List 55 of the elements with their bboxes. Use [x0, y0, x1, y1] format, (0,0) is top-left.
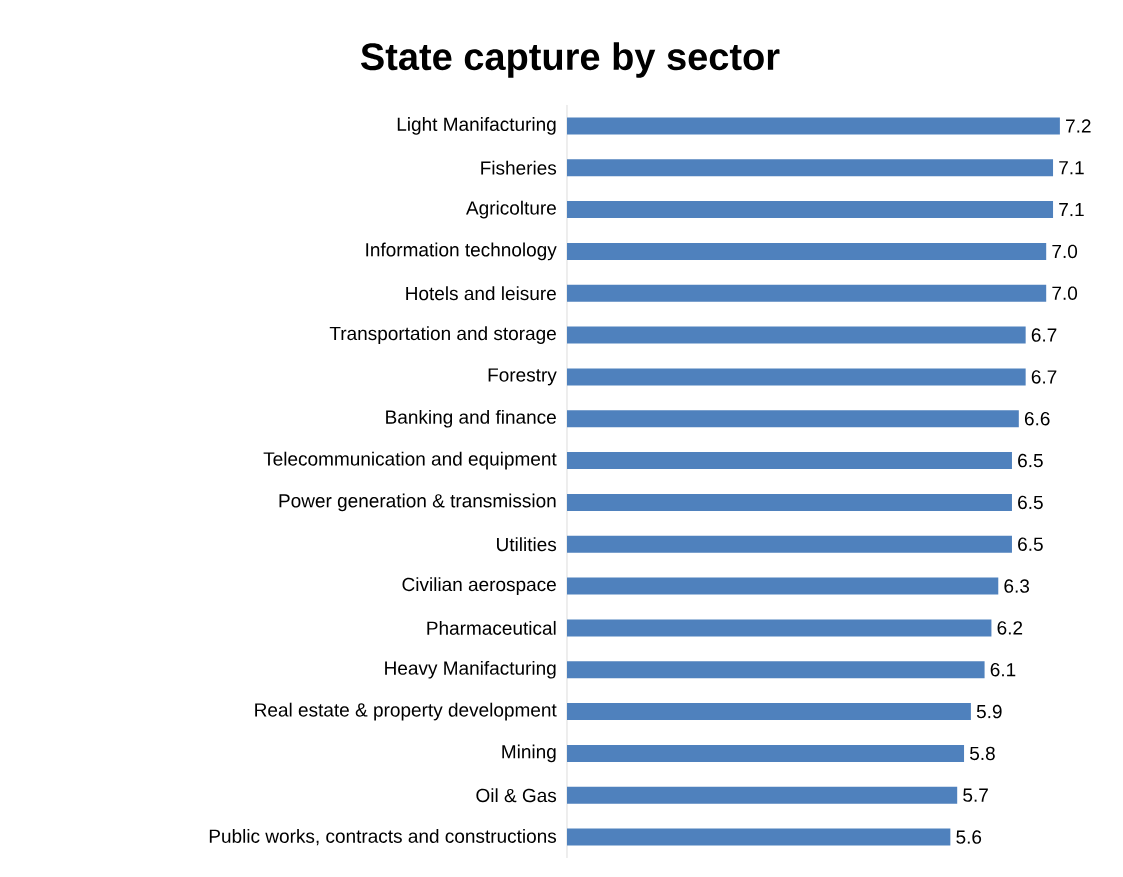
y-tick-label: Forestry — [488, 368, 557, 386]
bar — [567, 201, 1054, 219]
y-tick-label: Hotels and leisure — [406, 286, 556, 301]
bar — [567, 410, 1019, 428]
data-label: 5.7 — [963, 788, 988, 802]
bar — [567, 577, 999, 595]
y-tick-label: Heavy Manifacturing — [385, 660, 556, 679]
bar — [567, 159, 1054, 177]
y-tick-label: Light Manifacturing — [397, 117, 556, 135]
data-label: 6.5 — [1018, 453, 1043, 468]
y-tick-label: Information technology — [366, 242, 557, 261]
chart-title: State capture by sector — [360, 42, 780, 78]
y-tick-label: Banking and finance — [386, 409, 556, 428]
y-tick-label: Power generation & transmission — [279, 493, 556, 512]
data-label: 6.7 — [1031, 370, 1057, 384]
data-label: 6.3 — [1004, 579, 1030, 593]
bar — [567, 326, 1026, 344]
bar — [567, 452, 1012, 470]
data-label: 5.9 — [976, 704, 1002, 719]
data-label: 7.1 — [1059, 161, 1084, 175]
data-label: 6.5 — [1018, 495, 1043, 510]
data-label: 7.1 — [1059, 203, 1084, 217]
data-label: 6.7 — [1031, 328, 1057, 342]
y-tick-label: Utilities — [497, 537, 557, 552]
bar — [567, 535, 1012, 553]
y-tick-label: Agricolture — [466, 200, 556, 219]
y-tick-label: Mining — [502, 744, 556, 763]
y-tick-label: Real estate & property development — [255, 702, 557, 721]
data-label: 6.6 — [1024, 412, 1050, 426]
bar — [567, 661, 985, 679]
bar — [567, 703, 971, 721]
data-label: 6.5 — [1018, 537, 1043, 551]
data-label: 5.6 — [956, 830, 982, 844]
bar — [567, 828, 951, 846]
data-label: 6.2 — [997, 621, 1023, 635]
y-tick-label: Fisheries — [481, 160, 557, 175]
bar — [567, 493, 1012, 511]
y-tick-label: Public works, contracts and constructions — [209, 828, 557, 846]
bar — [567, 117, 1060, 135]
bar — [567, 786, 958, 804]
y-tick-label: Civilian aerospace — [402, 577, 556, 595]
data-label: 7.2 — [1066, 119, 1091, 133]
y-tick-label: Transportation and storage — [329, 326, 556, 344]
bar — [567, 284, 1047, 302]
bar — [567, 619, 992, 637]
y-tick-label: Telecommunication and equipment — [263, 451, 557, 470]
data-label: 7.0 — [1052, 286, 1078, 300]
y-tick-label: Pharmaceutical — [427, 620, 556, 635]
data-label: 7.0 — [1052, 244, 1078, 259]
data-label: 6.1 — [990, 663, 1016, 677]
bar — [567, 368, 1026, 386]
bar — [567, 744, 965, 762]
y-tick-label: Oil & Gas — [476, 788, 557, 803]
data-label: 5.8 — [970, 746, 995, 761]
bar — [567, 242, 1047, 260]
